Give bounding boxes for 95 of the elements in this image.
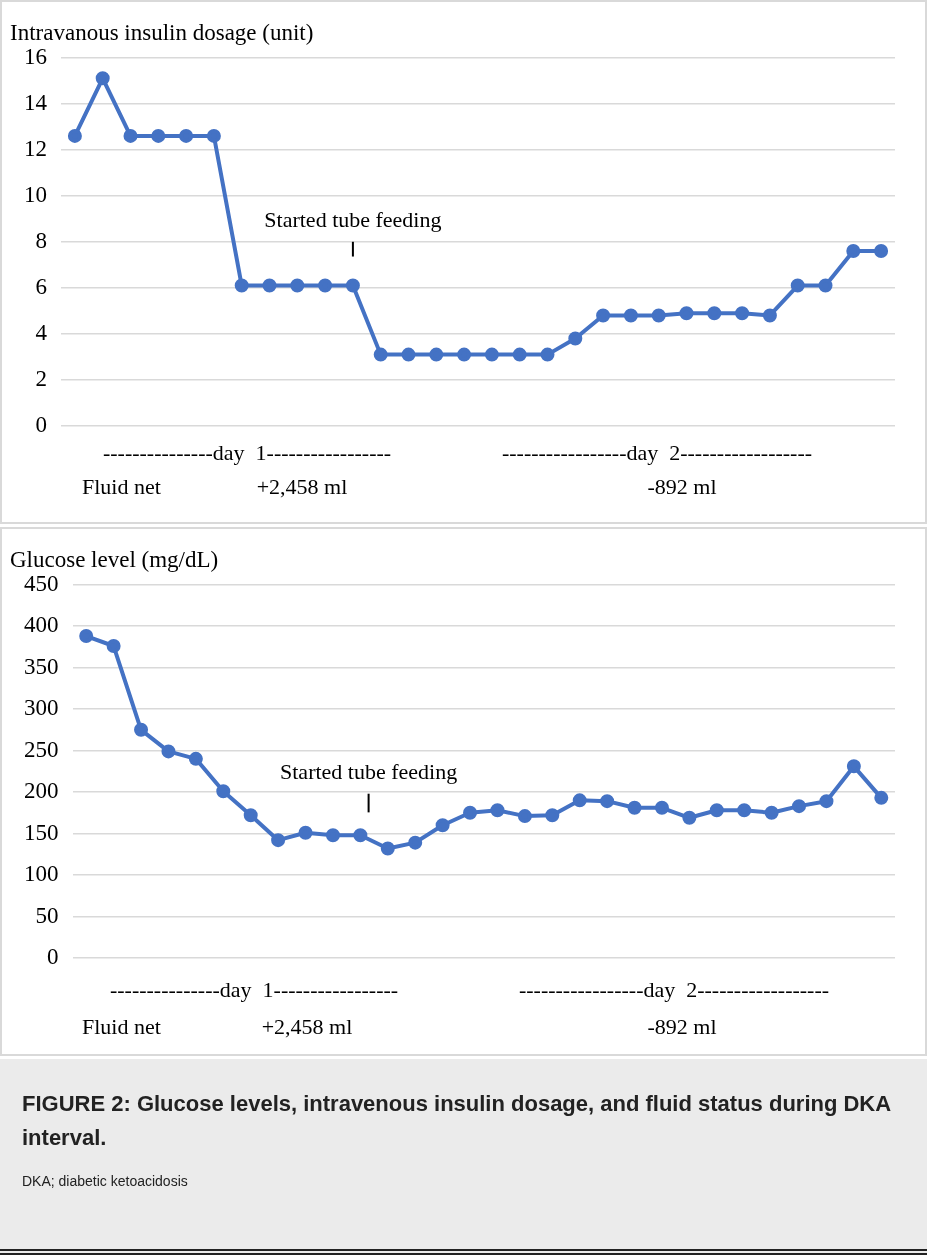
point bbox=[373, 347, 388, 362]
point bbox=[290, 278, 305, 293]
point bbox=[735, 306, 750, 321]
text: ---------------day 1----------------- bbox=[102, 439, 392, 465]
point bbox=[271, 833, 286, 848]
text: Fluid net bbox=[82, 473, 161, 499]
text: DKA; diabetic ketoacidosis bbox=[22, 1173, 189, 1189]
point bbox=[463, 805, 478, 820]
annotation: Started tube feeding bbox=[264, 207, 442, 233]
point bbox=[298, 825, 313, 840]
y-tick-label: 12 bbox=[24, 135, 47, 161]
point bbox=[106, 639, 121, 653]
y-tick-label: 150 bbox=[24, 819, 59, 845]
point bbox=[345, 278, 360, 293]
point bbox=[517, 809, 532, 824]
y-tick-label: 50 bbox=[35, 902, 59, 928]
point bbox=[596, 308, 611, 323]
point bbox=[262, 278, 277, 293]
point bbox=[568, 331, 583, 346]
y-tick-label: 0 bbox=[47, 944, 59, 970]
point bbox=[408, 835, 423, 850]
point bbox=[134, 722, 149, 737]
point bbox=[79, 629, 94, 644]
y-tick-label: 14 bbox=[24, 89, 48, 115]
point bbox=[572, 793, 587, 808]
point bbox=[151, 128, 166, 143]
y-tick-label: 6 bbox=[35, 273, 47, 299]
point bbox=[401, 347, 416, 362]
y-tick-label: 300 bbox=[24, 695, 59, 721]
point bbox=[234, 278, 249, 293]
y-tick-label: 100 bbox=[24, 861, 59, 887]
point bbox=[792, 799, 807, 814]
point bbox=[490, 803, 505, 818]
point bbox=[846, 244, 861, 259]
text: -----------------day 2------------------ bbox=[501, 439, 813, 465]
text: -----------------day 2------------------ bbox=[518, 976, 830, 1002]
text: -892 ml bbox=[647, 1013, 717, 1039]
text: -892 ml bbox=[647, 473, 717, 499]
text: +2,458 ml bbox=[261, 1013, 353, 1039]
y-tick-label: 4 bbox=[35, 319, 48, 345]
point bbox=[709, 803, 724, 818]
text: ---------------day 1----------------- bbox=[109, 976, 399, 1002]
point bbox=[682, 810, 697, 825]
point bbox=[818, 278, 833, 293]
y-tick-label: 8 bbox=[35, 227, 47, 253]
point bbox=[679, 306, 694, 321]
point bbox=[600, 794, 615, 809]
chart-title: Intravanous insulin dosage (unit) bbox=[10, 19, 314, 45]
annotation: Started tube feeding bbox=[280, 758, 458, 784]
point bbox=[243, 808, 258, 823]
point bbox=[512, 347, 527, 362]
y-tick-label: 450 bbox=[24, 570, 59, 596]
point bbox=[762, 308, 777, 323]
point bbox=[627, 800, 642, 815]
text: Fluid net bbox=[82, 1013, 161, 1039]
point bbox=[457, 347, 472, 362]
point bbox=[67, 128, 82, 143]
point bbox=[95, 71, 110, 86]
point bbox=[161, 744, 176, 759]
text: FIGURE 2: Glucose levels, intravenous insulin dosage, and fluid status during DKA interval. bbox=[22, 1090, 892, 1152]
point bbox=[651, 308, 666, 323]
point bbox=[545, 808, 560, 823]
point bbox=[846, 759, 861, 774]
point bbox=[790, 278, 805, 293]
point bbox=[380, 841, 395, 856]
text: +2,458 ml bbox=[256, 473, 348, 499]
point bbox=[206, 128, 221, 143]
point bbox=[484, 347, 499, 362]
point bbox=[707, 306, 722, 321]
y-tick-label: 10 bbox=[24, 181, 47, 207]
point bbox=[179, 128, 194, 143]
point bbox=[540, 347, 555, 362]
point bbox=[874, 790, 889, 805]
point bbox=[429, 347, 444, 362]
point bbox=[216, 784, 231, 799]
y-tick-label: 250 bbox=[24, 736, 59, 762]
point bbox=[737, 803, 752, 818]
y-tick-label: 350 bbox=[24, 653, 59, 679]
y-tick-label: 16 bbox=[24, 43, 47, 69]
point bbox=[819, 794, 834, 809]
point bbox=[353, 828, 368, 843]
y-tick-label: 200 bbox=[24, 778, 59, 804]
point bbox=[318, 278, 333, 293]
point bbox=[435, 818, 450, 833]
point bbox=[325, 828, 340, 843]
y-tick-label: 400 bbox=[24, 612, 59, 638]
point bbox=[764, 805, 779, 820]
point bbox=[123, 128, 138, 143]
y-tick-label: 2 bbox=[35, 366, 47, 391]
y-tick-label: 0 bbox=[35, 412, 47, 438]
point bbox=[623, 308, 638, 323]
chart-title: Glucose level (mg/dL) bbox=[10, 546, 219, 572]
point bbox=[188, 751, 203, 766]
point bbox=[654, 800, 669, 815]
point bbox=[874, 244, 889, 259]
